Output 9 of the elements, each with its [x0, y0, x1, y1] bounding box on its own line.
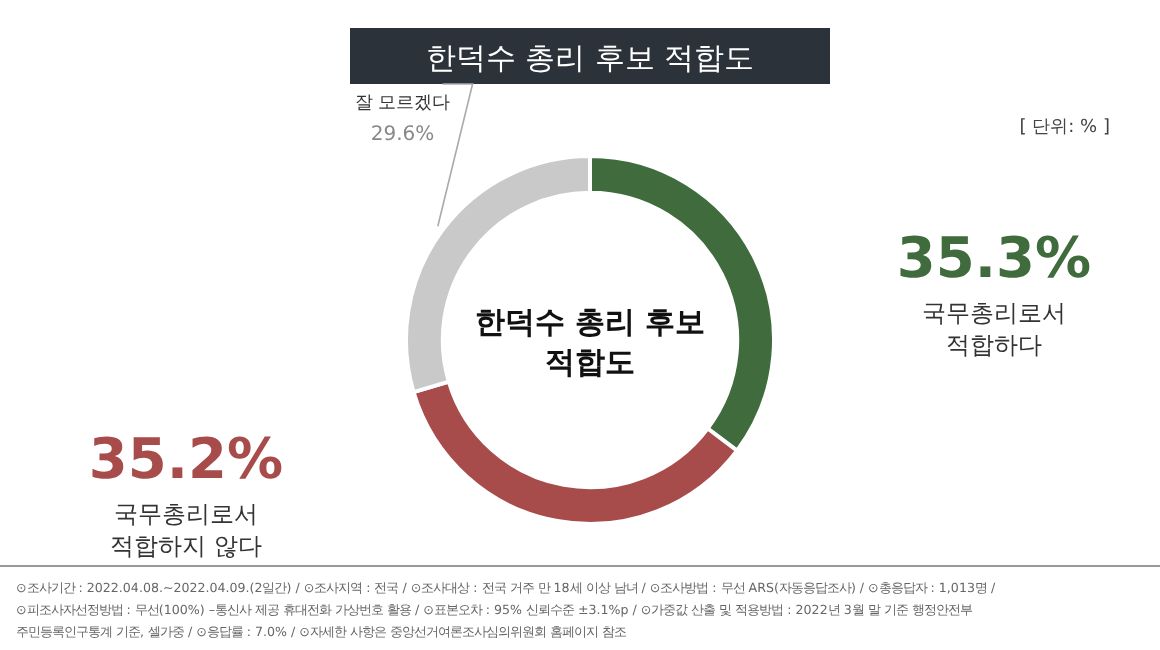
slice-label: 국무총리로서 적합하지 않다	[110, 499, 262, 560]
data-label: 29.6%	[370, 124, 435, 147]
slice-label: 잘 모르겠다	[354, 94, 451, 115]
data-label: 35.2%	[88, 425, 284, 492]
text: 한덕수 총리 후보 적합도	[474, 304, 706, 380]
slice-label: 국무총리로서 적합하다	[922, 299, 1066, 360]
chart-title: 한덕수 총리 후보 적합도	[425, 40, 755, 76]
text: [ 단위: % ]	[1019, 118, 1110, 138]
data-label: 35.3%	[896, 225, 1092, 292]
